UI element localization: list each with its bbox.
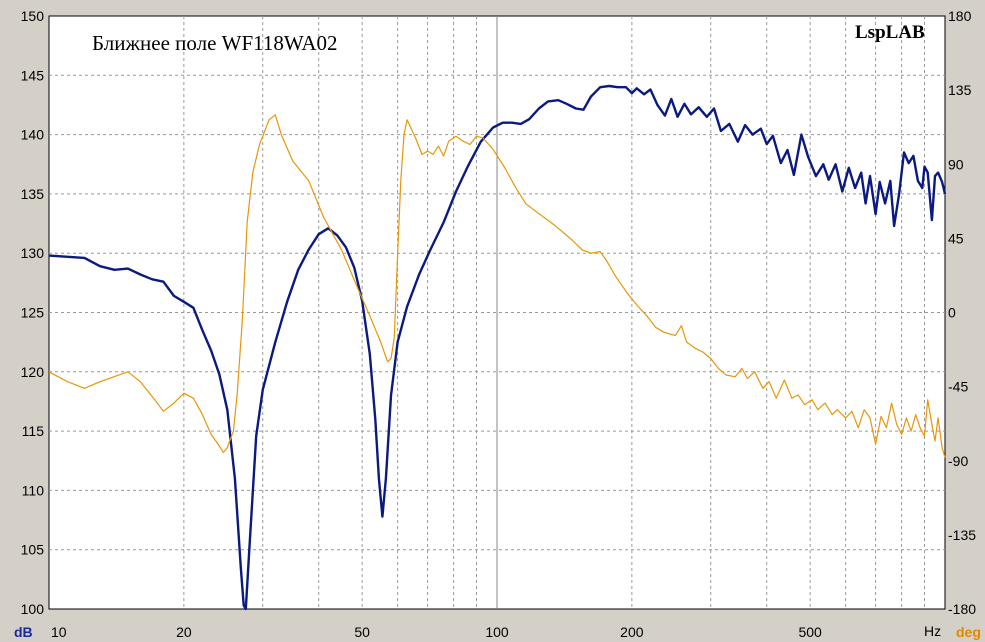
series-lines <box>48 84 947 611</box>
x-tick-label: 10 <box>51 624 67 640</box>
chart-title: Ближнее поле WF118WA02 <box>92 31 338 55</box>
right-axis-unit: deg <box>956 624 981 640</box>
y-left-tick-label: 135 <box>21 186 45 202</box>
brand-label: LspLAB <box>855 22 925 43</box>
y-right-tick-label: 135 <box>948 82 972 98</box>
y-left-tick-label: 145 <box>21 67 45 83</box>
y-left-tick-label: 130 <box>21 245 45 261</box>
y-right-tick-label: -45 <box>948 379 968 395</box>
y-left-tick-label: 125 <box>21 305 45 321</box>
y-left-tick-label: 115 <box>22 423 45 439</box>
y-left-tick-label: 110 <box>22 482 45 498</box>
y-right-tick-label: -180 <box>948 601 976 617</box>
magnitude-line <box>48 84 947 611</box>
y-left-tick-label: 150 <box>21 8 45 24</box>
left-axis-unit: dB <box>14 624 33 640</box>
y-right-tick-label: -135 <box>948 527 976 543</box>
y-left-tick-label: 120 <box>21 364 45 380</box>
x-tick-label: 50 <box>354 624 370 640</box>
y-right-tick-label: 180 <box>948 8 972 24</box>
x-tick-label: 200 <box>620 624 644 640</box>
x-tick-label: 100 <box>485 624 509 640</box>
y-left-tick-label: 140 <box>21 127 45 143</box>
y-right-tick-label: -90 <box>948 453 968 469</box>
axis-tick-labels: 100105110115120125130135140145150-180-13… <box>21 8 977 640</box>
x-tick-label: 20 <box>176 624 192 640</box>
y-right-tick-label: 0 <box>948 305 956 321</box>
grid-lines <box>49 16 945 609</box>
y-left-tick-label: 100 <box>21 601 45 617</box>
x-tick-label: 500 <box>798 624 822 640</box>
phase-line <box>48 114 946 458</box>
x-axis-unit: Hz <box>924 623 941 639</box>
y-right-tick-label: 90 <box>948 156 964 172</box>
y-right-tick-label: 45 <box>948 230 964 246</box>
y-left-tick-label: 105 <box>21 542 45 558</box>
